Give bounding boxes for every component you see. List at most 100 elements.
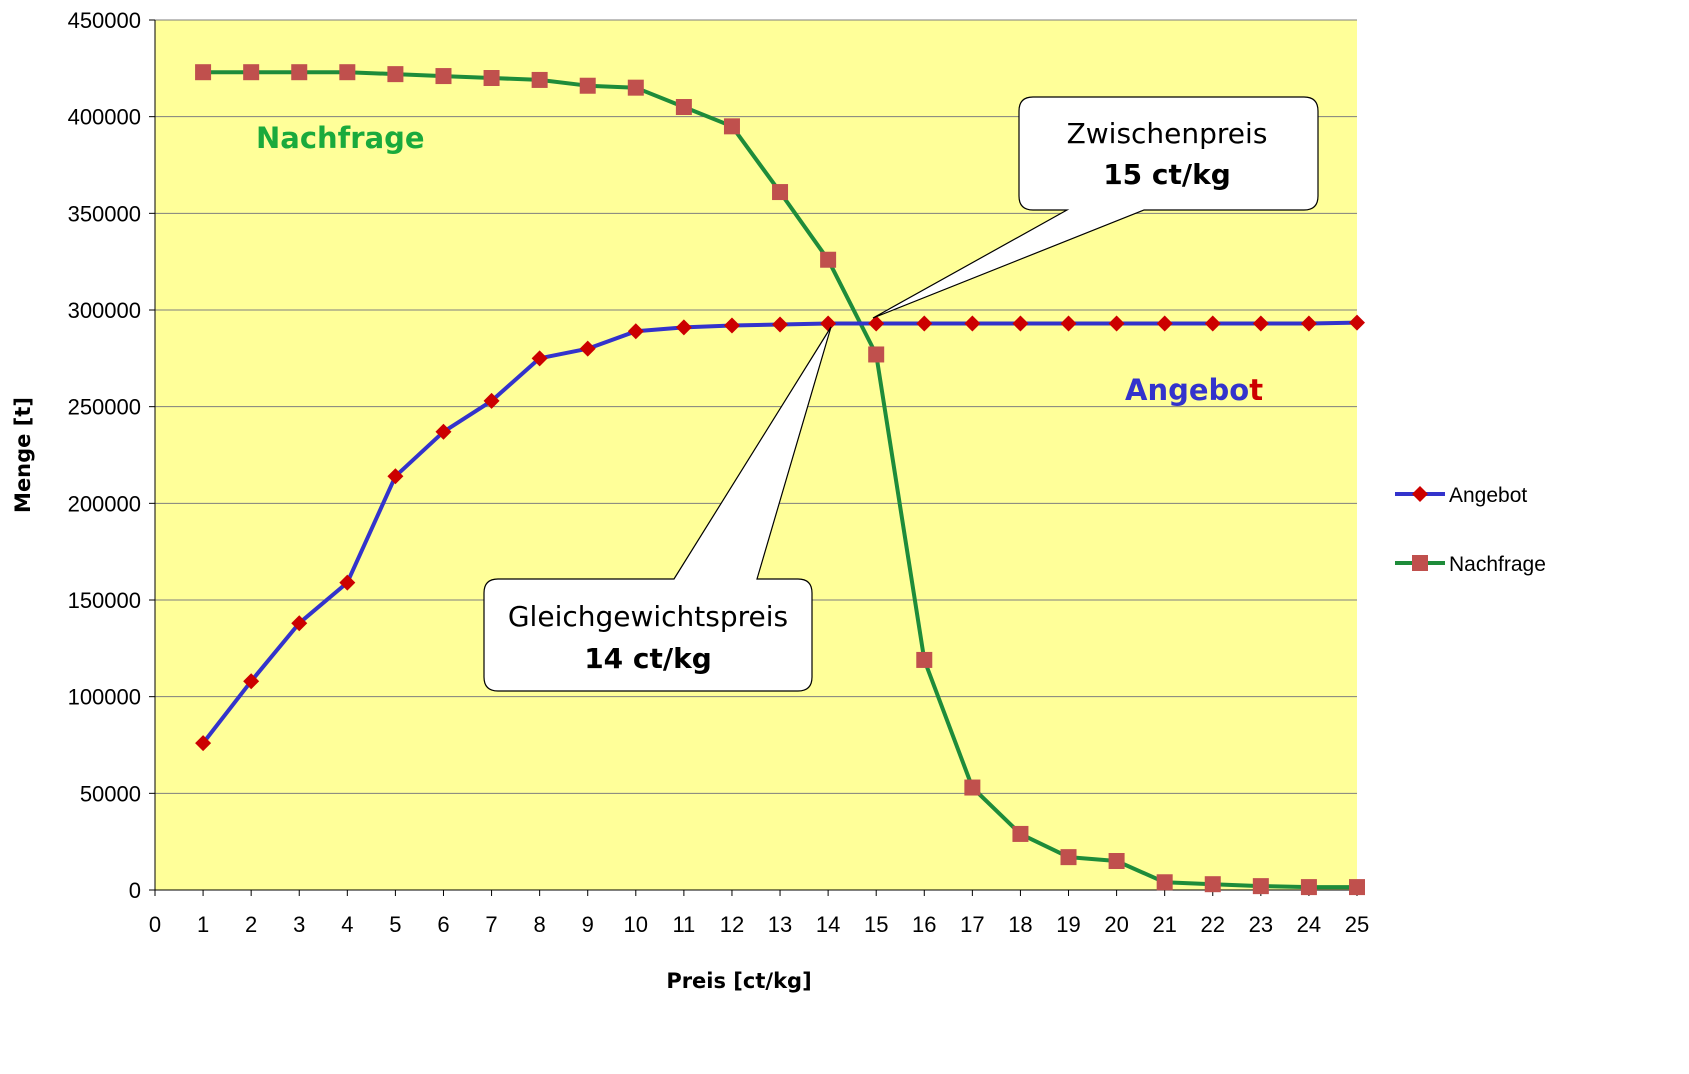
data-point-angebot	[1060, 315, 1077, 332]
data-point-angebot	[772, 316, 789, 333]
data-point-angebot	[964, 315, 981, 332]
x-tick-label: 16	[912, 912, 936, 937]
x-tick-label: 17	[960, 912, 984, 937]
callout-zwischenpreis: Zwischenpreis 15 ct/kg	[872, 96, 1319, 319]
data-point-nachfrage	[723, 118, 740, 135]
series-layer	[195, 64, 1365, 896]
data-point-angebot	[820, 315, 837, 332]
data-point-nachfrage	[772, 184, 789, 201]
data-point-nachfrage	[195, 64, 212, 81]
legend-nachfrage-marker	[1412, 555, 1428, 571]
x-tick-label: 11	[672, 912, 695, 937]
x-tick-label: 15	[864, 912, 888, 937]
x-tick-label: 6	[437, 912, 449, 937]
x-axis-ticks: 0 1 2 3 4 5 6 7 8 9 10 11 12 13 14 15 16 17 18 19 20 21 22 23 24…	[149, 890, 1369, 937]
legend-item-nachfrage: Nachfrage	[1395, 553, 1546, 576]
x-tick-label: 21	[1152, 912, 1176, 937]
data-point-nachfrage	[579, 77, 596, 94]
data-point-angebot	[627, 323, 644, 340]
callout-gleichgewichtspreis: Gleichgewichtspreis 14 ct/kg	[483, 326, 832, 692]
x-tick-label: 19	[1056, 912, 1080, 937]
x-tick-label: 23	[1249, 912, 1273, 937]
x-tick-label: 13	[768, 912, 792, 937]
data-point-angebot	[1349, 314, 1365, 331]
x-tick-label: 8	[534, 912, 546, 937]
x-tick-label: 2	[245, 912, 257, 937]
legend: Angebot Nachfrage	[1395, 484, 1546, 576]
angebot-annotation: Angebot	[1125, 373, 1263, 407]
callout-gleichgewichtspreis-line2: 14 ct/kg	[584, 642, 712, 675]
callout-gleichgewichtspreis-line1: Gleichgewichtspreis	[508, 600, 788, 633]
data-point-angebot	[868, 315, 885, 332]
data-point-angebot	[483, 392, 500, 409]
legend-angebot-label: Angebot	[1449, 484, 1527, 507]
y-tick-label: 200000	[68, 491, 141, 516]
data-point-nachfrage	[291, 64, 308, 81]
x-tick-label: 22	[1201, 912, 1225, 937]
data-point-angebot	[435, 423, 452, 440]
data-point-nachfrage	[243, 64, 260, 81]
data-point-nachfrage	[483, 70, 500, 86]
data-point-nachfrage	[1349, 879, 1365, 896]
callout-zwischenpreis-shape	[872, 96, 1319, 319]
data-point-nachfrage	[1060, 849, 1077, 866]
series-nachfrage	[195, 64, 1365, 896]
data-point-nachfrage	[1300, 879, 1317, 896]
data-point-nachfrage	[1252, 878, 1269, 895]
legend-item-angebot: Angebot	[1395, 484, 1527, 507]
x-tick-label: 7	[485, 912, 497, 937]
y-tick-label: 0	[129, 878, 141, 903]
data-point-angebot	[1252, 315, 1269, 332]
data-point-angebot	[723, 317, 740, 334]
y-tick-label: 50000	[80, 781, 141, 806]
nachfrage-annotation: Nachfrage	[256, 121, 425, 155]
y-tick-label: 250000	[68, 395, 141, 420]
data-point-angebot	[579, 340, 596, 357]
y-tick-label: 450000	[68, 8, 141, 33]
data-point-nachfrage	[339, 64, 356, 81]
data-point-nachfrage	[964, 779, 981, 796]
data-point-nachfrage	[627, 79, 644, 96]
y-tick-label: 350000	[68, 201, 141, 226]
angebot-annotation-last: t	[1249, 373, 1263, 407]
data-point-nachfrage	[1012, 825, 1029, 842]
x-tick-label: 4	[341, 912, 353, 937]
data-point-angebot	[531, 350, 548, 367]
data-point-nachfrage	[387, 66, 404, 83]
x-tick-label: 0	[149, 912, 161, 937]
x-tick-label: 5	[389, 912, 401, 937]
x-tick-label: 10	[624, 912, 648, 937]
data-point-nachfrage	[531, 71, 548, 88]
data-point-nachfrage	[820, 251, 837, 268]
data-point-angebot	[195, 735, 212, 752]
y-tick-label: 150000	[68, 588, 141, 613]
x-tick-label: 18	[1008, 912, 1032, 937]
x-tick-label: 14	[816, 912, 840, 937]
data-point-angebot	[675, 319, 692, 336]
y-tick-label: 100000	[68, 685, 141, 710]
data-point-angebot	[1204, 315, 1221, 332]
callout-zwischenpreis-line2: 15 ct/kg	[1103, 158, 1231, 191]
data-point-angebot	[387, 468, 404, 485]
series-angebot	[195, 314, 1365, 752]
data-point-angebot	[1156, 315, 1173, 332]
callout-zwischenpreis-line1: Zwischenpreis	[1067, 117, 1268, 150]
x-tick-label: 20	[1104, 912, 1128, 937]
y-tick-label: 300000	[68, 298, 141, 323]
x-tick-label: 24	[1297, 912, 1321, 937]
legend-angebot-marker	[1412, 486, 1428, 502]
x-tick-label: 1	[197, 912, 209, 937]
y-axis-ticks: 0 50000 100000 150000 200000 250000 300000 3500…	[68, 8, 155, 903]
x-tick-label: 12	[720, 912, 744, 937]
angebot-annotation-main: Angebo	[1125, 373, 1249, 407]
callout-gleichgewichtspreis-shape	[483, 326, 832, 692]
y-axis-title: Menge [t]	[11, 397, 35, 513]
y-tick-label: 400000	[68, 105, 141, 130]
data-point-angebot	[1012, 315, 1029, 332]
data-point-angebot	[1300, 315, 1317, 332]
data-point-nachfrage	[1108, 853, 1125, 869]
data-point-nachfrage	[916, 651, 933, 668]
x-axis-title: Preis [ct/kg]	[666, 969, 811, 993]
data-point-nachfrage	[868, 346, 885, 363]
